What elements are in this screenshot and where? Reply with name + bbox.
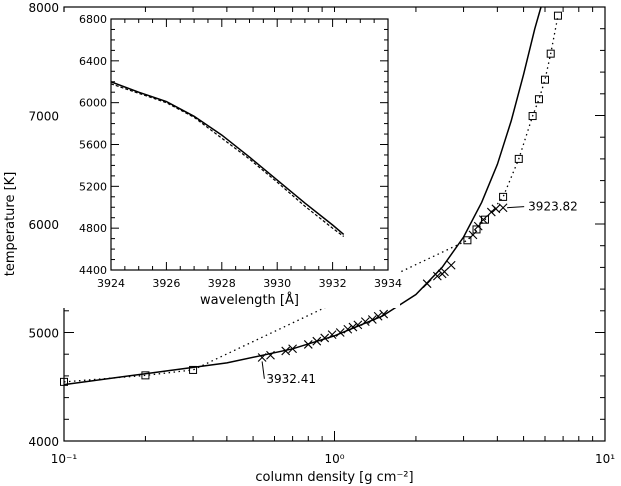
main-x-tick-label: 10⁻¹: [51, 452, 78, 466]
main-series-1-square-point: [514, 154, 523, 163]
main-y-tick-label: 8000: [28, 1, 59, 15]
main-series-1-square-point: [60, 377, 68, 386]
main-series-2-x-point: [348, 322, 358, 332]
main-series-1-square-point: [553, 11, 562, 20]
main-series-2-x-point: [257, 353, 267, 362]
inset-series-group: [110, 81, 345, 237]
main-y-axis-label: temperature [K]: [3, 172, 18, 277]
main-series-2-x-point: [360, 317, 370, 327]
annotation-leader-line: [507, 206, 525, 209]
inset-x-tick-label: 3926: [152, 277, 180, 290]
inset-axis-ticks: 3924 3926 3928 3930 3932 3934 4400 4800 5200 5600…: [79, 13, 402, 290]
main-annotations: 3923.82 3932.41: [261, 200, 578, 386]
main-series-1-square-point: [472, 225, 481, 234]
annotation-label: 3923.82: [528, 200, 578, 214]
main-y-tick-label: 4000: [28, 435, 59, 449]
main-series-1-square-point: [534, 95, 543, 104]
inset-y-tick-label: 6000: [79, 97, 107, 110]
inset-x-tick-label: 3934: [374, 277, 402, 290]
main-series-2-x-point: [446, 260, 456, 270]
inset-y-tick-label: 4400: [79, 264, 107, 277]
inset-x-tick-label: 3932: [319, 277, 347, 290]
inset-y-tick-label: 5200: [79, 180, 107, 193]
main-series-2-x-point: [320, 333, 330, 343]
main-y-tick-label: 7000: [28, 110, 59, 124]
main-series-1-square-point: [540, 75, 549, 84]
main-series-2-x-point: [303, 340, 313, 349]
annotation-label: 3932.41: [266, 372, 316, 386]
main-series-1-square-point: [480, 215, 489, 224]
main-x-tick-label: 10¹: [595, 452, 615, 466]
main-x-axis-label: column density [g cm⁻²]: [255, 470, 413, 485]
main-series-2-x-point: [478, 215, 488, 225]
main-series-2-x-point: [432, 271, 442, 281]
main-series-2-x-point: [379, 309, 389, 319]
inset-x-tick-label: 3924: [97, 277, 125, 290]
inset-series-0-line: [110, 81, 345, 235]
main-series-2-x-point: [491, 204, 501, 214]
main-series-2-x-point: [312, 336, 322, 346]
main-series-2-x-point: [288, 344, 297, 354]
main-x-tick-label: 10⁰: [324, 452, 344, 466]
inset-y-tick-label: 6400: [79, 55, 107, 68]
main-series-1-square-point: [499, 192, 508, 201]
inset-x-tick-label: 3930: [263, 277, 291, 290]
main-series-2-x-point: [343, 324, 353, 334]
inset-series-1-line: [110, 83, 345, 237]
main-series-1-square-point: [463, 236, 472, 245]
main-series-2-x-point: [473, 221, 483, 231]
main-series-1-square-point: [189, 365, 198, 374]
annotation-leader-line: [261, 361, 265, 379]
main-series-1-square-point: [141, 371, 150, 380]
inset-y-tick-label: 5600: [79, 139, 107, 152]
main-series-1-square-point: [546, 49, 555, 58]
main-y-tick-label: 6000: [28, 218, 59, 232]
main-series-1-square-point: [528, 112, 537, 121]
main-series-2-x-point: [266, 350, 275, 360]
main-series-2-x-point: [498, 203, 508, 213]
main-series-2-x-point: [468, 230, 478, 240]
main-series-group: [60, 6, 562, 386]
main-series-2-x-point: [327, 330, 337, 340]
main-y-tick-label: 5000: [28, 327, 59, 341]
main-series-2-x-point: [353, 320, 363, 330]
inset-x-tick-label: 3928: [208, 277, 236, 290]
inset-x-axis-label: wavelength [Å]: [200, 292, 299, 308]
inset-y-tick-label: 6800: [79, 13, 107, 26]
main-series-2-x-point: [373, 311, 383, 321]
inset-y-tick-label: 4800: [79, 222, 107, 235]
main-series-2-x-point: [335, 328, 345, 337]
main-series-2-x-point: [367, 315, 377, 324]
main-series-0-line: [63, 6, 542, 386]
main-axis-ticks: 10⁻¹ 10⁰ 10¹ 4000 5000 6000 7000 8000: [28, 1, 615, 466]
main-series-2-x-point: [422, 279, 432, 289]
main-series-2-x-point: [486, 207, 496, 217]
inset-chart: 3924 3926 3928 3930 3932 3934 4400 4800 5200 5600…: [60, 12, 402, 308]
main-series-2-x-point: [281, 346, 291, 356]
